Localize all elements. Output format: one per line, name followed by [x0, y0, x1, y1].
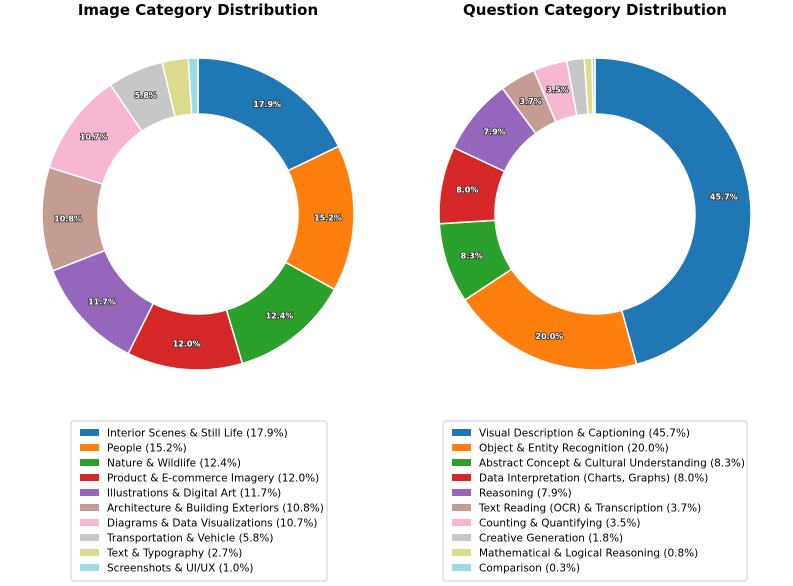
legend: Interior Scenes & Still Life (17.9%) Peop…	[70, 420, 328, 582]
legend: Visual Description & Captioning (45.7%) O…	[442, 420, 748, 582]
legend-label: People (15.2%)	[107, 443, 187, 455]
slice-label: 15.2%	[314, 214, 342, 223]
legend-label: Diagrams & Data Visualizations (10.7%)	[107, 518, 318, 530]
legend-swatch	[452, 519, 471, 526]
legend-label: Interior Scenes & Still Life (17.9%)	[107, 428, 288, 440]
legend-box	[442, 420, 748, 582]
slice-label: 12.4%	[266, 311, 294, 320]
legend-swatch	[80, 549, 99, 556]
legend-swatch	[80, 504, 99, 511]
legend-label: Text & Typography (2.7%)	[106, 548, 242, 560]
donut-slice	[463, 268, 638, 371]
slice-label: 11.7%	[88, 298, 116, 307]
slice-label: 17.9%	[253, 100, 281, 109]
legend-swatch	[452, 459, 471, 466]
legend-label: Product & E-commerce Imagery (12.0%)	[107, 473, 319, 485]
legend-label: Illustrations & Digital Art (11.7%)	[107, 488, 281, 500]
legend-label: Nature & Wildlife (12.4%)	[107, 458, 241, 470]
image-category-chart: Image Category Distribution 17.9% 15.2% 12…	[41, 1, 355, 582]
legend-swatch	[452, 564, 471, 571]
slice-label: 8.3%	[461, 251, 483, 260]
legend-swatch	[452, 534, 471, 541]
legend-label: Architecture & Building Exteriors (10.8%…	[107, 503, 324, 515]
slice-label: 12.0%	[173, 339, 201, 348]
legend-label: Object & Entity Recognition (20.0%)	[479, 443, 669, 455]
slice-label: 20.0%	[536, 332, 564, 341]
slice-label: 3.5%	[546, 86, 568, 95]
legend-label: Counting & Quantifying (3.5%)	[479, 518, 641, 530]
donut-slice	[197, 57, 340, 172]
slice-labels: 45.7% 20.0% 8.3% 8.0% 7.9% 3.7% 3.5%	[455, 85, 738, 342]
slice-label: 45.7%	[710, 192, 738, 201]
legend-label: Screenshots & UI/UX (1.0%)	[107, 563, 254, 575]
legend-swatch	[80, 459, 99, 466]
legend-box	[70, 420, 328, 582]
slice-label: 5.8%	[135, 91, 157, 100]
slice-label: 8.0%	[456, 186, 478, 195]
legend-swatch	[452, 504, 471, 511]
chart-title: Question Category Distribution	[463, 1, 727, 19]
donut-slices	[438, 57, 752, 371]
legend-swatch	[80, 474, 99, 481]
legend-label: Comparison (0.3%)	[479, 563, 580, 575]
legend-swatch	[80, 534, 99, 541]
chart-title: Image Category Distribution	[78, 1, 318, 19]
donut-slices	[41, 57, 355, 371]
legend-label: Abstract Concept & Cultural Understandin…	[479, 458, 745, 470]
slice-label: 3.7%	[519, 97, 541, 106]
legend-swatch	[452, 429, 471, 436]
legend-swatch	[80, 444, 99, 451]
legend-label: Visual Description & Captioning (45.7%)	[479, 428, 690, 440]
legend-label: Creative Generation (1.8%)	[479, 533, 623, 545]
legend-swatch	[452, 474, 471, 481]
legend-swatch	[452, 444, 471, 451]
slice-label: 10.7%	[80, 132, 108, 141]
legend-swatch	[80, 429, 99, 436]
legend-swatch	[80, 519, 99, 526]
question-category-chart: Question Category Distribution 45.7% 20.0…	[438, 1, 752, 582]
legend-swatch	[80, 489, 99, 496]
legend-label: Reasoning (7.9%)	[479, 488, 572, 500]
legend-label: Transportation & Vehicle (5.8%)	[106, 533, 273, 545]
slice-label: 10.8%	[54, 214, 82, 223]
legend-label: Data Interpretation (Charts, Graphs) (8.…	[479, 473, 708, 485]
slice-label: 7.9%	[483, 127, 505, 136]
donut-slice	[187, 57, 199, 115]
legend-label: Mathematical & Logical Reasoning (0.8%)	[479, 548, 698, 560]
donut-slice	[594, 57, 752, 366]
legend-swatch	[452, 549, 471, 556]
legend-swatch	[452, 489, 471, 496]
legend-swatch	[80, 564, 99, 571]
slice-labels: 17.9% 15.2% 12.4% 12.0% 11.7% 10.8% 10.7% 5.8%	[53, 90, 342, 349]
donut-slice	[591, 57, 596, 115]
legend-label: Text Reading (OCR) & Transcription (3.7%…	[478, 503, 701, 515]
